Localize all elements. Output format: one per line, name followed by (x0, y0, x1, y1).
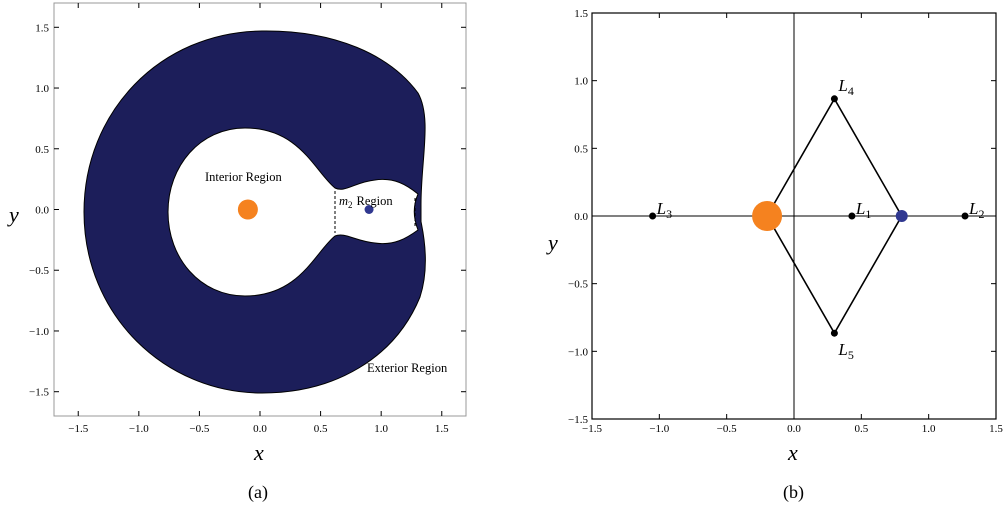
m2-region-label: m2 Region (339, 194, 393, 210)
lagrange-point-l3-marker (649, 212, 657, 220)
panel-a-caption: (a) (248, 482, 268, 503)
secondary-body-marker (364, 205, 374, 214)
panel-a-y-label: y (7, 202, 19, 227)
panel-a-x-tick-label: 1.0 (374, 423, 388, 435)
panel-b-x-tick-label: 1.5 (989, 423, 1003, 435)
panel-a-x-tick-label: 0.5 (314, 423, 328, 435)
panel-a-x-ticks: −1.5 −1.0 −0.5 0.0 0.5 1.0 1.5 (68, 3, 449, 435)
m2-subscript: 2 (348, 200, 353, 210)
secondary-body-marker (895, 210, 908, 222)
panel-a-y-tick-label: 1.5 (35, 22, 49, 34)
panel-b-y-tick-label: −0.5 (568, 279, 588, 291)
panel-b-x-tick-label: 0.0 (787, 423, 801, 435)
interior-region-label: Interior Region (205, 170, 282, 184)
panel-b-x-ticks: −1.5 −1.0 −0.5 0.0 0.5 1.0 1.5 (582, 13, 1003, 435)
m2-symbol: m (339, 194, 348, 208)
panel-a-x-label: x (253, 440, 264, 465)
panel-a-x-tick-label: 0.0 (253, 423, 267, 435)
panel-b-caption: (b) (783, 482, 804, 503)
lagrange-point-l1-marker (848, 212, 856, 220)
m2-region-word: Region (357, 194, 394, 208)
lagrange-point-l5-label: L5 (837, 340, 853, 362)
lagrange-points: L1 L2 L3 L4 L5 (649, 76, 984, 362)
panel-b-y-label: y (546, 230, 558, 255)
panel-a-y-tick-label: −0.5 (29, 265, 49, 277)
lagrange-point-l1-label: L1 (855, 199, 871, 221)
panel-b-y-tick-label: −1.5 (568, 414, 588, 426)
panel-a-y-tick-label: 0.0 (35, 205, 49, 217)
panel-a-y-tick-label: −1.0 (29, 326, 49, 338)
panel-b-x-tick-label: 1.0 (922, 423, 936, 435)
lagrange-point-l4-marker (830, 95, 838, 103)
panel-a-x-tick-label: 1.5 (435, 423, 449, 435)
panel-b-y-tick-label: 1.0 (574, 76, 588, 88)
panel-b-x-label: x (787, 440, 798, 465)
panel-b-x-tick-label: −1.5 (582, 423, 602, 435)
panel-a-x-tick-label: −1.0 (129, 423, 149, 435)
panel-b: L1 L2 L3 L4 L5 −1.5 −1.0 −0.5 0.0 0.5 1.0 1.5 −1.5… (546, 8, 1003, 503)
lagrange-point-l2-marker (961, 212, 969, 220)
panel-b-y-ticks: −1.5 −1.0 −0.5 0.0 0.5 1.0 1.5 (568, 8, 996, 426)
lagrange-point-l2-label: L2 (968, 199, 984, 221)
primary-body-marker (237, 199, 258, 220)
panel-a-y-ticks: −1.5 −1.0 −0.5 0.0 0.5 1.0 1.5 (29, 22, 466, 399)
panel-a: Interior Region m2 Region Exterior Region… (7, 2, 467, 503)
exterior-forbidden-region (83, 30, 426, 394)
panel-b-y-tick-label: −1.0 (568, 346, 588, 358)
panel-b-y-tick-label: 0.5 (574, 143, 588, 155)
panel-b-y-tick-label: 0.0 (574, 211, 588, 223)
panel-a-y-tick-label: −1.5 (29, 387, 49, 399)
exterior-region-label: Exterior Region (367, 361, 448, 375)
panel-a-x-tick-label: −1.5 (68, 423, 88, 435)
panel-a-y-tick-label: 1.0 (35, 83, 49, 95)
panel-a-x-tick-label: −0.5 (189, 423, 209, 435)
primary-body-marker (752, 201, 783, 231)
panel-b-x-tick-label: 0.5 (854, 423, 868, 435)
panel-b-x-tick-label: −1.0 (649, 423, 669, 435)
lagrange-point-l3-label: L3 (656, 199, 672, 221)
panel-a-y-tick-label: 0.5 (35, 144, 49, 156)
lagrange-point-l5-marker (830, 329, 838, 337)
lagrange-point-l4-label: L4 (837, 76, 853, 98)
panel-b-x-tick-label: −0.5 (717, 423, 737, 435)
panel-b-y-tick-label: 1.5 (574, 8, 588, 20)
